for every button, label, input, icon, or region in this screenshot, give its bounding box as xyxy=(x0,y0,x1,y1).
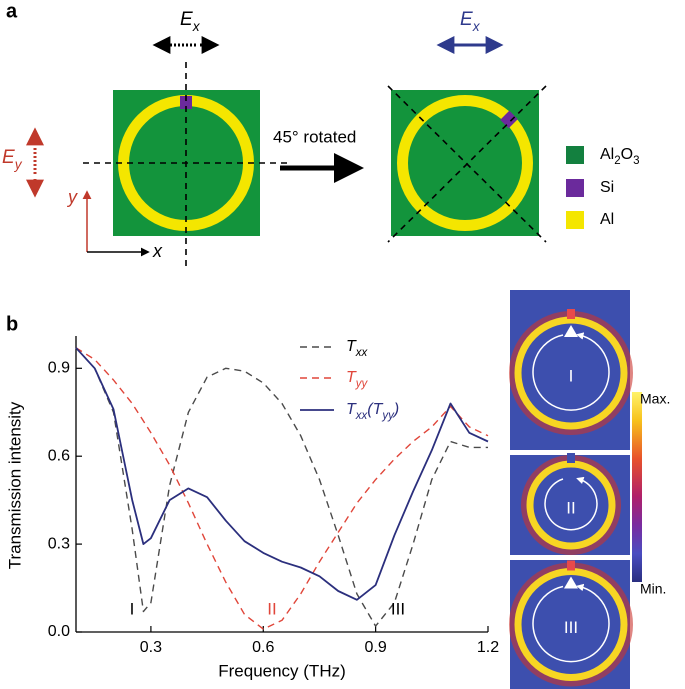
current-arrow xyxy=(532,583,610,663)
field-gap xyxy=(567,309,575,319)
legend-swatch xyxy=(566,179,584,197)
mode-label: III xyxy=(564,618,578,637)
field-ring xyxy=(526,460,616,550)
y-tick-label: 0.0 xyxy=(48,623,70,640)
colorbar-min: Min. xyxy=(640,581,666,597)
mode-label: I xyxy=(569,366,574,385)
ey-label: Ey xyxy=(2,147,23,172)
ex-label: Ex xyxy=(180,9,201,34)
legend-label: Txx(Tyy) xyxy=(346,401,399,422)
transmission-chart: b 0.3 0.6 0.9 1.2 0.0 0.3 0.6 0.9 Frequency (THz)… xyxy=(5,313,499,680)
x-tick-label: 0.6 xyxy=(252,639,274,656)
legend-label: Txx xyxy=(346,338,369,359)
annotation: II xyxy=(267,599,276,618)
colorbar xyxy=(632,392,642,582)
panel-label: a xyxy=(6,0,18,22)
si-gap xyxy=(180,96,192,109)
legend-swatch xyxy=(566,211,584,229)
axis-y-label: y xyxy=(66,187,78,207)
x-tick-label: 0.9 xyxy=(365,639,387,656)
x-tick-label: 0.3 xyxy=(140,639,162,656)
field-gap xyxy=(567,453,575,463)
y-tick-label: 0.3 xyxy=(48,535,70,552)
legend-label: Si xyxy=(600,179,614,196)
colorbar-max: Max. xyxy=(640,391,670,407)
series-line xyxy=(75,347,489,601)
legend-label: Al2O3 xyxy=(600,146,640,167)
annotation: I xyxy=(130,599,135,618)
unit-cell-left xyxy=(83,62,290,268)
ring xyxy=(397,95,533,231)
y-tick-label: 0.6 xyxy=(48,447,70,464)
field-ring xyxy=(514,316,628,430)
current-arrow xyxy=(532,332,610,411)
field-gap xyxy=(567,560,575,571)
triangle xyxy=(564,576,578,589)
x-tick-label: 1.2 xyxy=(477,639,499,656)
si-gap xyxy=(500,110,518,129)
legend-swatch xyxy=(566,146,584,164)
series-line xyxy=(75,347,488,627)
series-line xyxy=(75,347,489,630)
axis-x-label: x xyxy=(152,241,163,261)
legend-label: Tyy xyxy=(346,369,369,390)
unit-cell-right xyxy=(387,85,547,243)
current-arrow xyxy=(544,476,598,531)
y-tick-label: 0.9 xyxy=(48,360,70,377)
legend-label: Al xyxy=(600,211,614,228)
field-ring xyxy=(514,568,628,681)
y-axis-label: Transmission intensity xyxy=(5,401,24,569)
triangle xyxy=(564,325,578,337)
material-legend: Al2O3 Si Al xyxy=(566,146,640,229)
panel-label: b xyxy=(6,313,18,335)
dash-line xyxy=(387,85,547,243)
ex-label: Ex xyxy=(460,9,481,34)
mode-label: II xyxy=(566,498,575,517)
rotation-label: 45° rotated xyxy=(273,127,356,146)
annotation: III xyxy=(391,599,405,618)
x-axis-label: Frequency (THz) xyxy=(218,661,346,680)
